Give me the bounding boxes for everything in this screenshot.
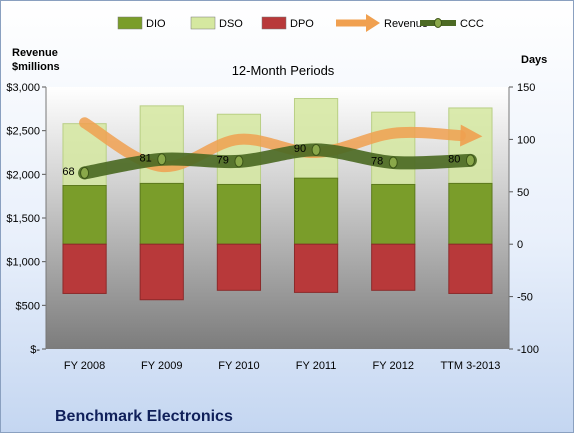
bar-dso [293,98,339,179]
left-axis-title-line1: Revenue [12,47,58,59]
category-label: TTM 3-2013 [440,360,500,372]
legend-label: Revenue [384,18,428,30]
category-label: FY 2010 [218,360,259,372]
right-tick-label: 0 [517,239,523,251]
legend-label: DSO [219,18,243,30]
bar-dso [371,111,416,185]
right-tick-label: 100 [517,134,535,146]
left-tick-label: $3,000 [6,82,40,94]
legend-label: DPO [290,18,314,30]
ccc-point [388,156,398,169]
right-tick-label: 50 [517,187,529,199]
legend: DIO DSO DPO Revenue CCC [117,14,484,32]
bar-dpo [216,243,262,291]
ccc-point [80,166,90,179]
company-name: Benchmark Electronics [55,408,233,425]
left-tick-label: $1,000 [6,257,40,269]
chart-subtitle: 12-Month Periods [232,63,335,78]
category-label: FY 2008 [64,360,105,372]
legend-swatch [190,16,216,30]
legend-label: DIO [146,18,166,30]
right-tick-label: -50 [517,292,533,304]
ccc-data-label: 68 [62,166,74,178]
ccc-point [311,143,321,156]
bar-dso [448,107,493,184]
ccc-point [465,154,475,167]
bar-dio [139,182,184,245]
ccc-line [78,143,477,180]
category-axis: FY 2008 FY 2009 FY 2010 FY 2011 FY 2012 TTM 3… [64,360,500,372]
ccc-data-label: 78 [371,155,383,167]
legend-item-ccc: CCC [420,18,484,30]
right-axis-title: Days [521,54,547,66]
left-tick-label: $- [30,344,40,356]
left-tick-label: $2,000 [6,169,40,181]
left-tick-label: $500 [16,300,40,312]
ccc-point [157,153,167,166]
legend-item-dpo: DPO [261,16,314,30]
category-label: FY 2011 [296,360,337,372]
bar-dpo [293,243,339,293]
bar-dio [216,183,262,245]
bar-dpo [448,243,493,294]
bar-dio [62,185,107,245]
bar-series [62,98,493,301]
bar-dio [448,182,493,245]
revenue-arrowhead [460,124,483,147]
left-axis: $- $500 $1,000 $1,500 $2,000 $2,500 $3,000 [6,82,47,356]
bar-dso [216,113,262,185]
category-label: FY 2012 [373,360,414,372]
right-axis: -100 -50 0 50 100 150 [508,82,539,356]
legend-swatch [117,16,143,30]
left-tick-label: $1,500 [6,213,40,225]
bar-dio [371,183,416,245]
legend-arrowhead [366,14,380,32]
plot-area [46,87,509,349]
legend-item-revenue: Revenue [336,14,428,32]
legend-item-dio: DIO [117,16,166,30]
left-axis-title-line2: $millions [12,61,60,73]
bar-dpo [62,243,107,294]
ccc-point [234,155,244,168]
legend-label: CCC [460,18,484,30]
right-tick-label: -100 [517,344,539,356]
legend-marker [434,18,442,28]
ccc-data-label: 90 [294,143,306,155]
category-label: FY 2009 [141,360,182,372]
bar-dpo [371,243,416,291]
ccc-series: 68 81 79 90 78 80 [62,143,477,180]
ccc-data-label: 80 [448,153,460,165]
legend-swatch [261,16,287,30]
legend-item-dso: DSO [190,16,243,30]
right-tick-label: 150 [517,82,535,94]
bar-dio [293,177,339,245]
left-tick-label: $2,500 [6,126,40,138]
ccc-data-label: 79 [217,154,229,166]
bar-dpo [139,243,184,301]
ccc-data-label: 81 [140,152,152,164]
